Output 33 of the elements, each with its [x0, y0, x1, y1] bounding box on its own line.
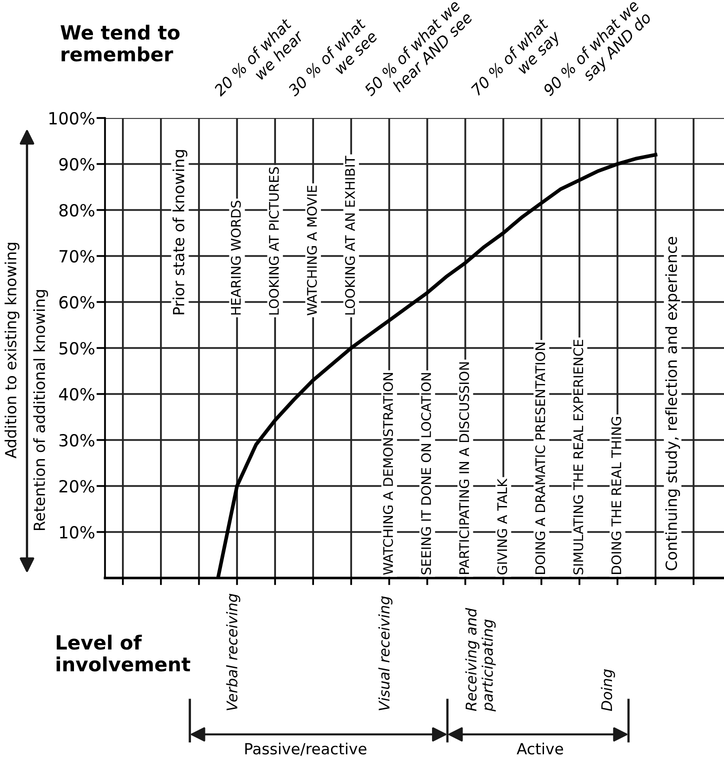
y-tick-label: 100%	[49, 112, 94, 125]
annotation: Prior state of knowing	[172, 150, 188, 314]
y-tick-label: 70%	[60, 250, 94, 263]
y-axis-title: Retention of additional knowing	[33, 290, 48, 530]
annotation: SEEING IT DONE ON LOCATION	[421, 373, 432, 574]
text: Visual receiving	[378, 596, 392, 710]
annotation: SIMULATING THE REAL EXPERIENCE	[573, 340, 584, 574]
text: Verbal receiving	[226, 594, 240, 710]
text: Passive/reactive	[245, 742, 366, 756]
text: Receiving and participating	[465, 608, 496, 712]
y-tick-label: 80%	[59, 204, 94, 217]
text: We tend to remember	[60, 24, 180, 62]
text: Level of involvement	[56, 634, 190, 672]
y-tick-label: 30%	[60, 434, 94, 447]
y-tick-label: 60%	[59, 296, 94, 309]
text: Active	[516, 742, 564, 755]
annotation: WATCHING A MOVIE	[306, 186, 317, 316]
y-tick-label: 90%	[59, 158, 94, 171]
annotation: LOOKING AT PICTURES	[268, 167, 279, 315]
annotation: DOING THE REAL THING	[611, 417, 622, 574]
y-tick-label: 50%	[60, 342, 94, 355]
text: Doing	[600, 669, 616, 712]
annotation: PARTICIPATING IN A DISCUSSION	[459, 362, 470, 574]
annotation: WATCHING A DEMONSTRATION	[383, 372, 394, 575]
annotation: HEARING WORDS	[230, 200, 241, 315]
annotation: DOING A DRAMATIC PRESENTATION	[535, 342, 546, 574]
annotation: GIVING A TALK	[497, 478, 508, 574]
annotation: Continuing study, reflection and experience	[665, 236, 680, 570]
y-tick-label: 20%	[59, 480, 94, 493]
text: Addition to existing knowing	[4, 242, 20, 458]
annotation: LOOKING AT AN EXHIBIT	[345, 156, 355, 315]
y-tick-label: 40%	[59, 388, 94, 401]
y-tick-label: 10%	[60, 526, 94, 539]
